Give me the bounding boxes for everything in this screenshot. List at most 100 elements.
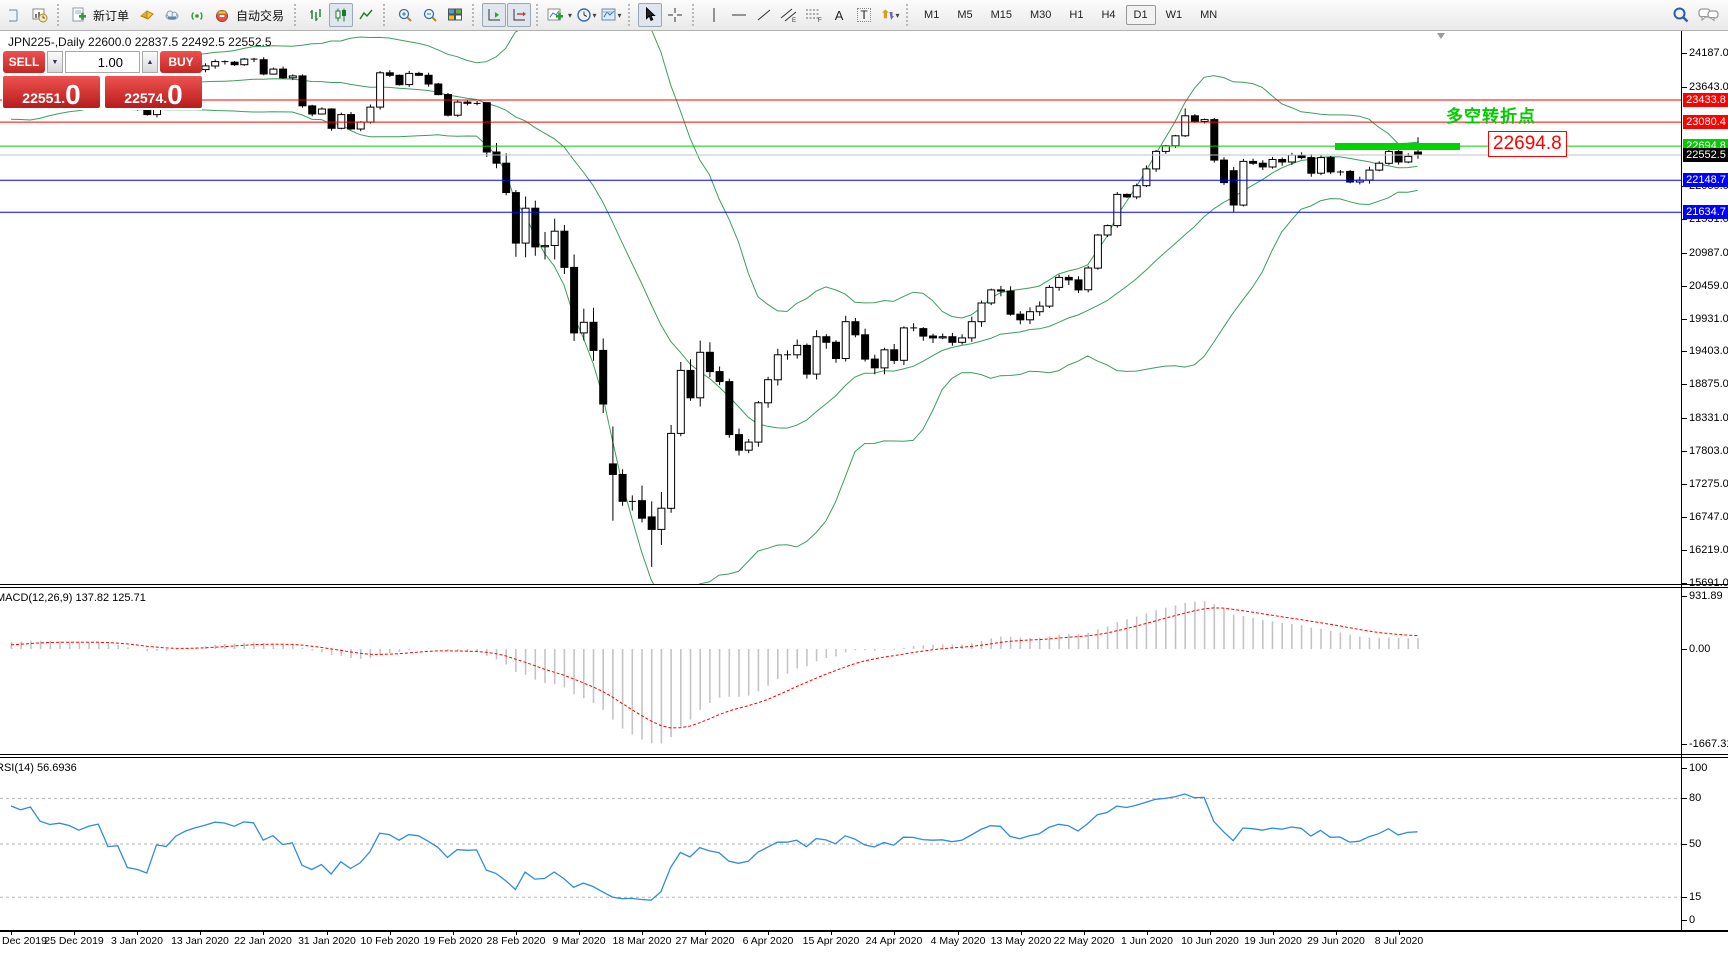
timeframe-m5[interactable]: M5 bbox=[957, 9, 973, 21]
indicators-icon[interactable]: ▾ bbox=[546, 3, 573, 27]
rsi-indicator-panel[interactable] bbox=[0, 758, 1681, 932]
templates-icon[interactable]: ▾ bbox=[599, 3, 623, 27]
date-axis-label[interactable]: 18 Mar 2020 bbox=[612, 935, 672, 947]
date-axis-label[interactable]: 8 Jul 2020 bbox=[1374, 935, 1424, 947]
volume-up-button[interactable]: ▲ bbox=[142, 51, 158, 73]
date-axis-label[interactable]: 29 Jun 2020 bbox=[1307, 935, 1365, 947]
new-order-icon[interactable] bbox=[67, 3, 91, 27]
panel-separator[interactable] bbox=[0, 584, 1728, 588]
bb-upper-band bbox=[10, 31, 1418, 319]
chart-shift-icon[interactable] bbox=[507, 3, 532, 27]
buy-price-tile[interactable]: 22574. 0 bbox=[105, 76, 202, 108]
date-tick-mark bbox=[1147, 932, 1148, 935]
price-tick-mark bbox=[1682, 517, 1687, 518]
macd-indicator-panel[interactable] bbox=[0, 588, 1681, 755]
date-axis-label[interactable]: 10 Jun 2020 bbox=[1181, 935, 1239, 947]
window-icon[interactable] bbox=[3, 3, 27, 27]
periods-icon[interactable]: ▾ bbox=[574, 3, 598, 27]
date-axis-label[interactable]: 4 May 2020 bbox=[930, 935, 986, 947]
date-axis-label[interactable]: 9 Mar 2020 bbox=[552, 935, 606, 947]
date-tick-mark bbox=[11, 932, 12, 935]
rsi-axis-tick: 80 bbox=[1689, 792, 1702, 804]
date-axis-label[interactable]: 3 Jan 2020 bbox=[111, 935, 163, 947]
fibonacci-icon[interactable]: F bbox=[802, 3, 826, 27]
date-axis-label[interactable]: 13 May 2020 bbox=[990, 935, 1052, 947]
resistance-zone-bar[interactable] bbox=[1335, 143, 1460, 150]
date-axis-label[interactable]: 25 Dec 2019 bbox=[44, 935, 104, 947]
equidistant-channel-icon[interactable]: E bbox=[777, 3, 801, 27]
timeframe-h4[interactable]: H4 bbox=[1101, 9, 1116, 21]
timeframe-w1[interactable]: W1 bbox=[1165, 9, 1183, 21]
zoom-in-icon[interactable] bbox=[393, 3, 417, 27]
main-price-chart[interactable] bbox=[0, 31, 1681, 588]
arrows-icon[interactable]: ▾ bbox=[877, 3, 901, 27]
chart-shift-marker-icon[interactable] bbox=[1437, 33, 1445, 39]
timeframe-mn[interactable]: MN bbox=[1200, 9, 1218, 21]
date-axis-label[interactable]: 13 Jan 2020 bbox=[171, 935, 229, 947]
turning-point-annotation[interactable]: 多空转折点 bbox=[1446, 107, 1536, 126]
text-label-icon[interactable]: T bbox=[852, 3, 876, 27]
date-axis-label[interactable]: 19 Jun 2020 bbox=[1244, 935, 1302, 947]
timeframe-m1[interactable]: M1 bbox=[924, 9, 940, 21]
toolbar-separator bbox=[57, 4, 62, 26]
zoom-out-icon[interactable] bbox=[418, 3, 442, 27]
date-axis-label[interactable]: 28 Feb 2020 bbox=[486, 935, 546, 947]
chevron-down-icon: ▾ bbox=[895, 10, 900, 20]
signals-icon[interactable] bbox=[185, 3, 209, 27]
timeframe-m30[interactable]: M30 bbox=[1030, 9, 1052, 21]
metaeditor-icon[interactable] bbox=[135, 3, 159, 27]
date-axis-label[interactable]: 27 Mar 2020 bbox=[675, 935, 735, 947]
vertical-line-icon[interactable] bbox=[702, 3, 726, 27]
timeframe-m15[interactable]: M15 bbox=[990, 9, 1013, 21]
panel-separator bbox=[0, 930, 1728, 932]
date-axis-label[interactable]: 15 Apr 2020 bbox=[802, 935, 860, 947]
price-axis-tick: 19931.0 bbox=[1689, 313, 1728, 325]
volume-input[interactable]: 1.00 bbox=[65, 51, 140, 73]
date-axis-label[interactable]: 10 Feb 2020 bbox=[360, 935, 420, 947]
buy-button[interactable]: BUY bbox=[160, 51, 202, 73]
trendline-icon[interactable] bbox=[752, 3, 776, 27]
price-level-label-box[interactable]: 22694.8 bbox=[1488, 131, 1567, 157]
autotrading-label[interactable]: 自动交易 bbox=[236, 8, 285, 23]
chat-icon[interactable] bbox=[1697, 3, 1721, 27]
date-axis-label[interactable]: 22 May 2020 bbox=[1053, 935, 1115, 947]
auto-scroll-icon[interactable] bbox=[482, 3, 507, 27]
new-order-label[interactable]: 新订单 bbox=[93, 8, 130, 23]
date-axis-label[interactable]: 31 Jan 2020 bbox=[298, 935, 356, 947]
date-axis-label[interactable]: 6 Apr 2020 bbox=[742, 935, 794, 947]
price-tick-mark bbox=[1682, 286, 1687, 287]
strategy-tester-icon[interactable] bbox=[28, 3, 52, 27]
tile-windows-icon[interactable] bbox=[443, 3, 467, 27]
date-axis-label[interactable]: 1 Jun 2020 bbox=[1121, 935, 1173, 947]
line-chart-icon[interactable] bbox=[354, 3, 378, 27]
date-tick-mark bbox=[263, 932, 264, 935]
price-axis-tick: 18875.0 bbox=[1689, 378, 1728, 390]
text-icon[interactable]: A bbox=[834, 7, 844, 23]
market-icon[interactable] bbox=[160, 3, 184, 27]
candlestick-chart-icon[interactable] bbox=[329, 3, 354, 27]
crosshair-icon[interactable] bbox=[663, 3, 687, 27]
sell-price-tile[interactable]: 22551. 0 bbox=[3, 76, 100, 108]
macd-axis-tick: 931.89 bbox=[1689, 590, 1723, 602]
autotrading-icon[interactable] bbox=[210, 3, 234, 27]
horizontal-line-icon[interactable] bbox=[727, 3, 751, 27]
search-icon[interactable] bbox=[1669, 3, 1693, 27]
rsi-axis-tick: 15 bbox=[1689, 891, 1702, 903]
date-axis-label[interactable]: 22 Jan 2020 bbox=[234, 935, 292, 947]
timeframe-h1[interactable]: H1 bbox=[1069, 9, 1084, 21]
panel-separator[interactable] bbox=[0, 754, 1728, 758]
bar-chart-icon[interactable] bbox=[304, 3, 328, 27]
date-axis-label[interactable]: 24 Apr 2020 bbox=[865, 935, 923, 947]
date-tick-mark bbox=[579, 932, 580, 935]
timeframe-d1[interactable]: D1 bbox=[1125, 5, 1156, 25]
cursor-icon[interactable] bbox=[638, 3, 663, 27]
date-axis-label[interactable]: Dec 2019 bbox=[2, 935, 47, 947]
date-axis-label[interactable]: 19 Feb 2020 bbox=[423, 935, 483, 947]
sell-button[interactable]: SELL bbox=[3, 51, 45, 73]
volume-down-button[interactable]: ▼ bbox=[47, 51, 63, 73]
price-tick-mark bbox=[1682, 253, 1687, 254]
sell-price: 22551. bbox=[22, 89, 66, 106]
price-tick-mark bbox=[1682, 319, 1687, 320]
rsi-tick-mark bbox=[1682, 798, 1687, 799]
price-axis-tick: 19403.0 bbox=[1689, 345, 1728, 357]
